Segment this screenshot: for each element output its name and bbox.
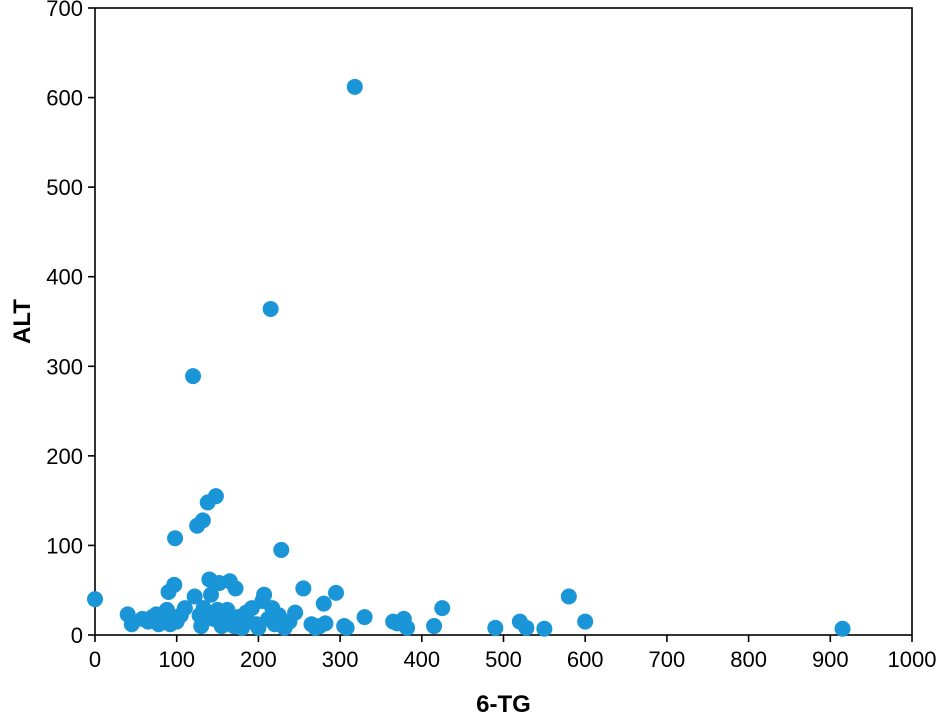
x-tick-label: 800	[730, 647, 767, 672]
data-point	[315, 595, 332, 612]
x-tick-label: 900	[812, 647, 849, 672]
data-point	[536, 620, 553, 637]
x-tick-label: 100	[158, 647, 195, 672]
y-tick-label: 100	[46, 533, 83, 558]
x-tick-label: 0	[89, 647, 101, 672]
data-point	[185, 368, 202, 385]
data-point	[186, 588, 203, 605]
data-point	[577, 613, 594, 630]
y-tick-label: 300	[46, 354, 83, 379]
plot-frame	[94, 7, 913, 636]
y-tick-label: 400	[46, 265, 83, 290]
data-point	[518, 619, 535, 636]
data-point	[194, 512, 211, 529]
y-tick-label: 200	[46, 444, 83, 469]
data-point	[87, 591, 103, 608]
x-tick-label: 300	[322, 647, 359, 672]
data-point	[317, 615, 334, 632]
data-point	[273, 541, 290, 558]
x-axis-label: 6-TG	[476, 691, 531, 718]
data-point	[487, 619, 504, 636]
x-tick-label: 1000	[888, 647, 937, 672]
data-point	[346, 78, 363, 95]
data-point	[176, 600, 193, 617]
data-point	[227, 580, 244, 597]
data-point	[207, 488, 224, 505]
data-point	[167, 530, 184, 547]
data-point	[560, 588, 577, 605]
y-tick-label: 700	[46, 0, 83, 21]
data-point	[399, 619, 416, 636]
data-point	[256, 586, 273, 603]
y-axis-label: ALT	[9, 299, 36, 344]
data-point	[338, 619, 355, 636]
data-point	[262, 300, 279, 317]
y-tick-label: 500	[46, 175, 83, 200]
data-point	[356, 609, 373, 626]
data-point	[287, 604, 304, 621]
data-point	[193, 618, 210, 635]
data-point	[434, 600, 451, 617]
data-point	[426, 618, 443, 635]
x-tick-label: 200	[240, 647, 277, 672]
data-point	[203, 586, 220, 603]
x-tick-label: 600	[567, 647, 604, 672]
x-tick-label: 700	[649, 647, 686, 672]
data-point	[834, 620, 851, 637]
axes	[94, 7, 913, 636]
data-points	[87, 78, 851, 637]
x-tick-label: 500	[485, 647, 522, 672]
axis-ticks: 0 100 200 300 400 500 600 700 800 900 1000 0 100 200 3…	[46, 0, 936, 672]
data-point	[328, 584, 345, 601]
y-tick-label: 0	[71, 623, 83, 648]
data-point	[295, 580, 312, 597]
y-tick-label: 600	[46, 86, 83, 111]
x-tick-label: 400	[403, 647, 440, 672]
data-point	[195, 600, 212, 617]
data-point	[166, 576, 183, 593]
